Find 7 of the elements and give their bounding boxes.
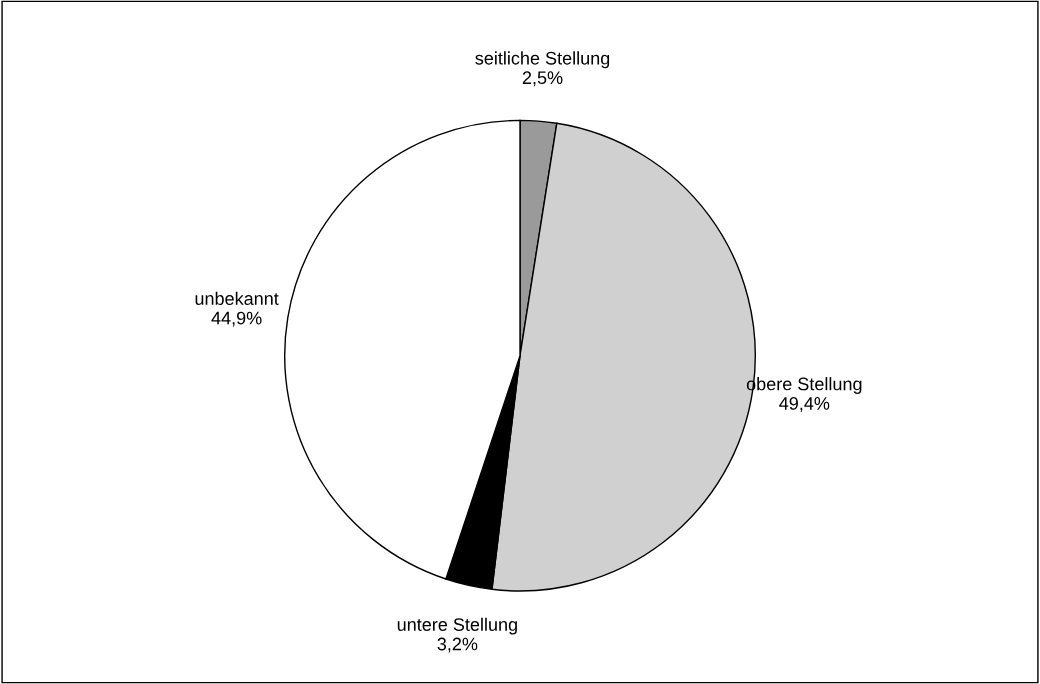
data-label: 49,4% [779, 397, 830, 412]
slice-label: unbekannt [195, 291, 279, 306]
data-label: 44,9% [211, 311, 262, 327]
data-label: 2,5% [522, 71, 563, 87]
slice-label: untere Stellung [397, 617, 517, 635]
slice-label: seitliche Stellung [475, 51, 610, 69]
data-label: 3,2% [437, 637, 478, 653]
